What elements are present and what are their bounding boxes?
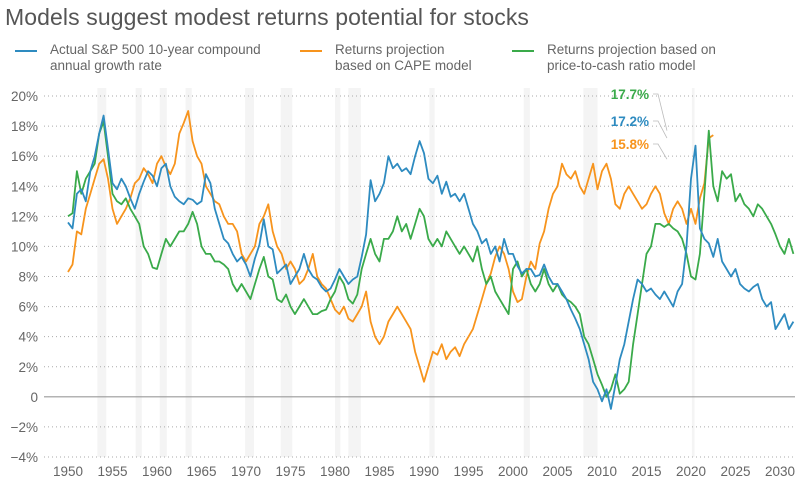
x-tick-label: 1970 — [231, 464, 261, 479]
y-tick-label: 6% — [18, 300, 38, 315]
chart-title: Models suggest modest returns potential … — [5, 4, 530, 30]
recession-band — [691, 88, 695, 457]
x-tick-label: 2025 — [720, 464, 750, 479]
x-tick-label: 2020 — [676, 464, 706, 479]
callout-label: 15.8% — [611, 137, 649, 152]
x-axis-ticks: 1950 1955 1960 1965 1970 1975 1980 1985 1990 1995… — [53, 464, 795, 479]
x-tick-label: 2015 — [631, 464, 661, 479]
recession-band — [583, 88, 598, 457]
y-tick-label: 2% — [18, 360, 38, 375]
y-tick-label: 8% — [18, 270, 38, 285]
x-tick-label: 1950 — [53, 464, 83, 479]
legend-label-cape: Returns projection based on CAPE model — [335, 42, 472, 73]
y-tick-label: 0 — [30, 390, 38, 405]
legend-label-actual: Actual S&P 500 10-year compound annual g… — [50, 42, 261, 73]
y-tick-label: 10% — [11, 239, 38, 254]
y-tick-label: 18% — [11, 119, 38, 134]
series-lines — [67, 110, 795, 410]
recession-band — [135, 88, 142, 457]
x-tick-label: 2005 — [542, 464, 572, 479]
callout-leader-line — [653, 143, 668, 160]
x-tick-label: 2030 — [765, 464, 795, 479]
y-tick-label: 20% — [11, 89, 38, 104]
recession-bands — [97, 88, 695, 457]
callout-label: 17.7% — [611, 87, 649, 102]
legend-label-price-to-cash: Returns projection based on price-to-cas… — [547, 42, 716, 73]
x-tick-label: 1960 — [142, 464, 172, 479]
callout-leader-line — [653, 120, 668, 139]
x-tick-label: 1980 — [320, 464, 350, 479]
x-tick-label: 1990 — [409, 464, 439, 479]
recession-band — [97, 88, 107, 457]
recession-band — [348, 88, 361, 457]
y-tick-label: 16% — [11, 149, 38, 164]
recession-band — [429, 88, 435, 457]
y-tick-label: −2% — [11, 420, 38, 435]
callout-leader-line — [653, 93, 668, 131]
x-tick-label: 1955 — [97, 464, 127, 479]
series-line-price-to-cash — [67, 120, 795, 398]
recession-band — [159, 88, 167, 457]
x-tick-label: 1985 — [364, 464, 394, 479]
series-line-actual — [67, 114, 795, 410]
legend-swatch-cape — [300, 50, 322, 52]
series-line-cape — [67, 110, 714, 383]
y-tick-label: 12% — [11, 209, 38, 224]
recession-band — [185, 88, 192, 457]
callout-label: 17.2% — [611, 114, 649, 129]
callouts: 17.7% 17.2% 15.8% — [611, 87, 668, 160]
legend-swatch-price-to-cash — [512, 50, 534, 52]
legend-swatch-actual — [15, 50, 37, 52]
x-tick-label: 2000 — [498, 464, 528, 479]
y-axis-ticks: 20% 18% 16% 14% 12% 10% 8% 6% 4% 2% 0 −2% −4% — [11, 89, 38, 465]
y-tick-label: 4% — [18, 330, 38, 345]
y-tick-label: −4% — [11, 450, 38, 465]
x-tick-label: 1995 — [453, 464, 483, 479]
x-tick-label: 1965 — [186, 464, 216, 479]
gridlines — [44, 95, 795, 458]
x-tick-label: 2010 — [587, 464, 617, 479]
x-tick-label: 1975 — [275, 464, 305, 479]
y-tick-label: 14% — [11, 179, 38, 194]
recession-band — [280, 88, 293, 457]
